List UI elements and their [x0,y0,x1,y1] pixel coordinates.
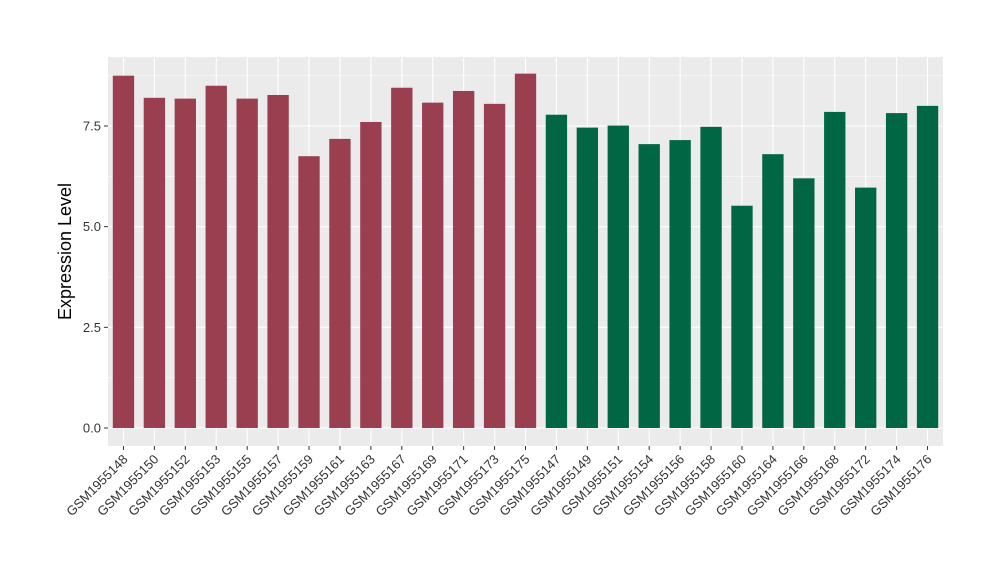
bars [112,73,939,429]
bar-GSM1955160 [731,205,753,428]
bar-GSM1955147 [545,114,568,428]
bar-GSM1955154 [638,144,660,428]
bar-GSM1955151 [607,125,629,428]
bar-GSM1955155 [236,98,258,429]
bar-GSM1955166 [793,178,815,428]
bar-GSM1955152 [174,98,196,429]
bar-GSM1955149 [576,127,599,429]
x-axis: GSM1955148GSM1955150GSM1955152GSM1955153… [63,446,935,519]
bar-GSM1955176 [916,105,939,428]
y-tick-label: 0.0 [83,421,101,436]
bar-GSM1955161 [329,138,351,429]
bar-GSM1955168 [824,111,846,428]
bar-GSM1955150 [143,97,166,429]
y-axis-title: Expression Level [55,183,75,320]
bar-GSM1955156 [669,140,691,429]
bar-GSM1955167 [391,87,413,428]
bar-GSM1955164 [762,154,784,429]
y-tick-label: 5.0 [83,219,101,234]
bar-GSM1955153 [205,85,227,428]
bar-GSM1955159 [298,156,320,428]
bar-GSM1955175 [514,73,537,429]
bar-GSM1955157 [267,94,289,429]
y-tick-label: 7.5 [83,119,101,134]
y-tick-label: 2.5 [83,320,101,335]
bar-GSM1955158 [700,126,722,429]
bar-GSM1955171 [452,90,475,428]
bar-GSM1955163 [360,121,382,429]
bar-GSM1955172 [855,187,877,428]
bar-GSM1955173 [483,103,506,428]
y-axis: 0.0 2.5 5.0 7.5 [83,119,108,436]
bar-GSM1955148 [112,75,135,429]
bar-GSM1955174 [885,113,908,428]
bar-GSM1955169 [422,102,444,429]
